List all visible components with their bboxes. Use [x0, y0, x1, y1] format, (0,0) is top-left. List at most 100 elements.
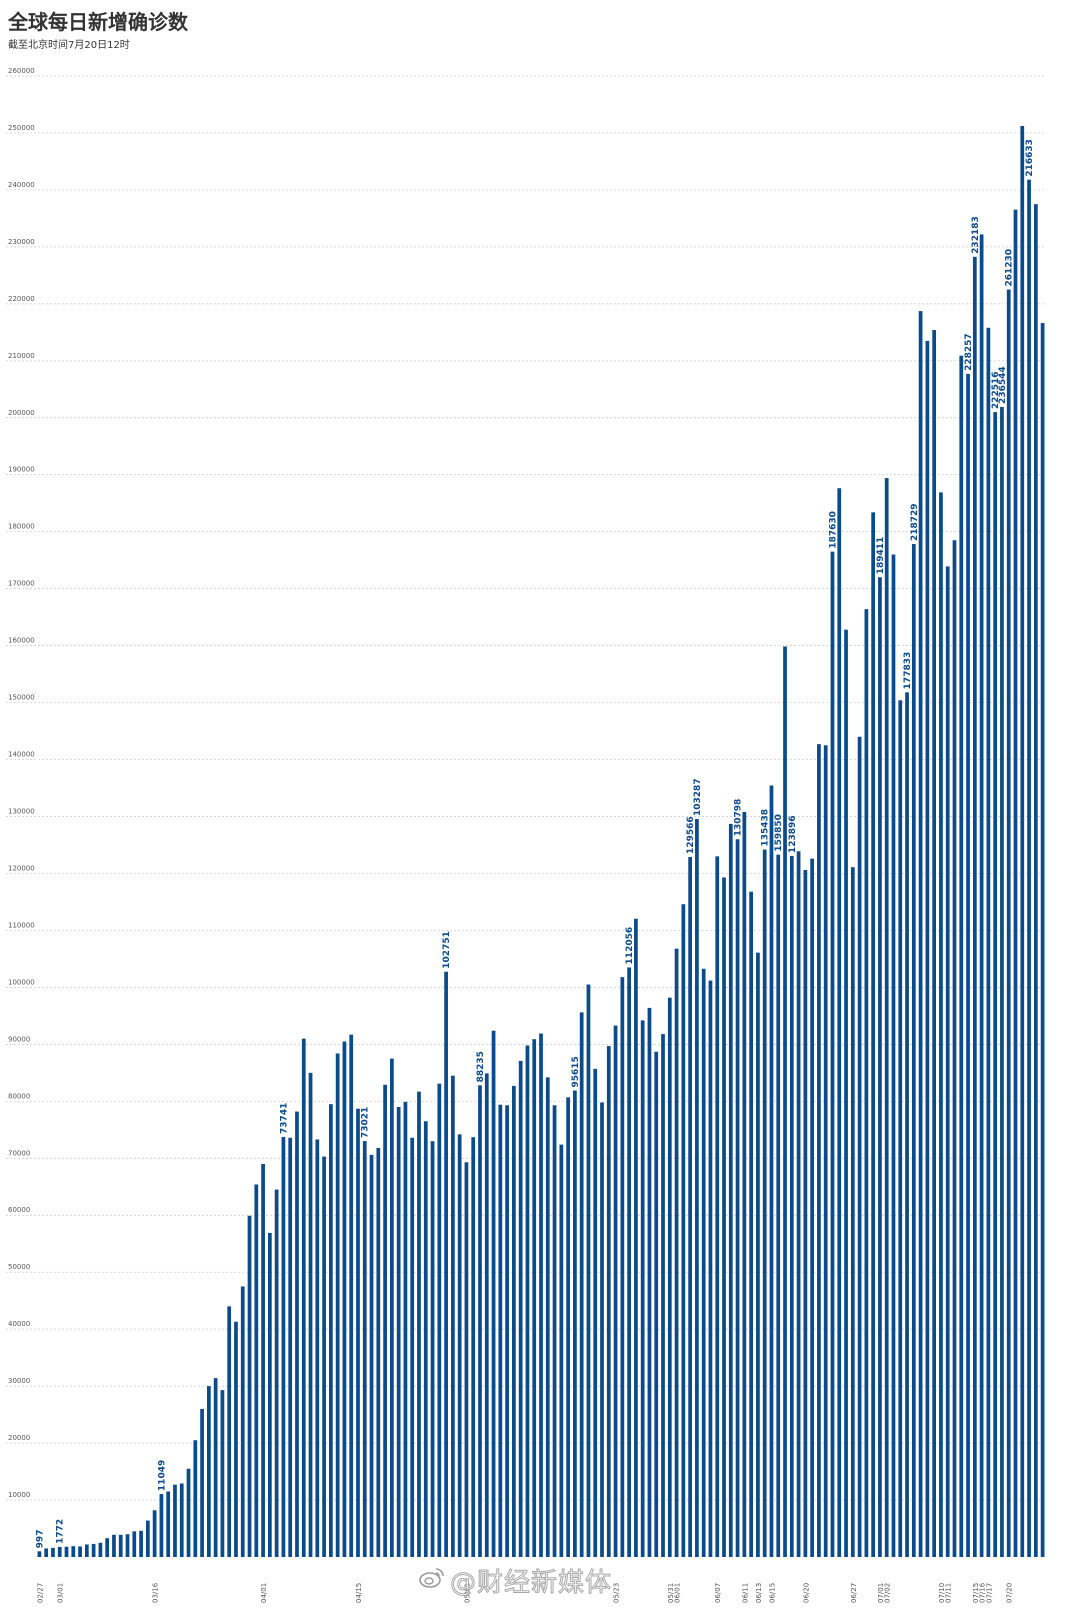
bar [613, 1025, 618, 1557]
bar [898, 700, 903, 1557]
bar [315, 1139, 320, 1557]
bar [532, 1039, 537, 1557]
x-tick-label: 03/16 [152, 1582, 160, 1603]
x-tick-label: 07/01 [877, 1583, 885, 1603]
bar [64, 1546, 69, 1557]
bar [362, 1141, 367, 1557]
bar [939, 492, 943, 1557]
bar [559, 1144, 564, 1557]
data-label: 159850 [774, 814, 784, 852]
y-tick-label: 110000 [8, 921, 35, 929]
bar [132, 1531, 137, 1557]
bar [51, 1547, 55, 1557]
bar [213, 1378, 218, 1557]
bar [972, 256, 977, 1557]
data-label: 222516 [991, 371, 1001, 409]
bar [871, 512, 876, 1557]
bar [295, 1111, 299, 1557]
y-tick-label: 40000 [8, 1320, 30, 1328]
x-tick-label: 04/01 [260, 1583, 268, 1603]
bar [159, 1494, 164, 1557]
bar [688, 856, 692, 1557]
bar [200, 1408, 204, 1557]
bar [267, 1232, 272, 1557]
bar [105, 1538, 110, 1557]
data-label: 1772 [56, 1519, 66, 1544]
bar [234, 1321, 238, 1557]
data-label: 232183 [971, 216, 981, 254]
x-tick-label: 03/01 [57, 1583, 65, 1603]
bar [647, 1007, 652, 1557]
x-tick-label: 07/20 [1006, 1583, 1014, 1603]
bar [329, 1104, 333, 1557]
y-tick-label: 190000 [8, 466, 35, 474]
y-tick-label: 160000 [8, 637, 35, 645]
bar [464, 1162, 469, 1557]
bar [661, 1034, 665, 1557]
bar [1006, 289, 1011, 1557]
bar [586, 984, 591, 1557]
bar [844, 629, 848, 1557]
y-tick-label: 20000 [8, 1434, 30, 1442]
bar [78, 1546, 82, 1557]
bar [451, 1075, 455, 1557]
bar [125, 1534, 130, 1557]
x-tick-label: 02/27 [36, 1583, 44, 1603]
bar [905, 692, 909, 1557]
data-label: 177833 [903, 652, 913, 690]
bar [166, 1491, 171, 1557]
bar [173, 1484, 177, 1557]
bar [1000, 406, 1004, 1558]
bar [98, 1542, 103, 1557]
bar [911, 544, 916, 1557]
data-label: 88235 [476, 1051, 486, 1082]
x-tick-label: 04/15 [355, 1583, 363, 1603]
x-tick-label: 07/17 [985, 1583, 993, 1603]
bar [823, 745, 828, 1557]
bar [376, 1148, 381, 1557]
bar [756, 952, 760, 1557]
watermark: @财经新媒体 [449, 1568, 613, 1599]
x-tick-label: 06/27 [850, 1583, 858, 1603]
bar [1013, 209, 1018, 1558]
x-tick-label: 06/01 [674, 1583, 682, 1603]
bar [640, 1020, 645, 1557]
bar [701, 968, 706, 1557]
bar [37, 1551, 42, 1557]
bar [396, 1107, 401, 1557]
bar [281, 1136, 286, 1557]
bar [1020, 125, 1025, 1558]
x-tick-label: 06/15 [768, 1583, 776, 1603]
chart-title: 全球每日新增确诊数 [8, 10, 188, 34]
bar [525, 1045, 530, 1557]
y-tick-label: 140000 [8, 751, 35, 759]
data-label: 11049 [157, 1460, 167, 1491]
weibo-logo-icon [419, 1568, 444, 1588]
data-label: 102751 [442, 931, 452, 969]
bar [301, 1038, 306, 1557]
data-label: 261230 [1005, 249, 1015, 287]
bar [139, 1530, 143, 1557]
bar [240, 1286, 245, 1557]
x-tick-label: 07/11 [945, 1583, 953, 1603]
y-tick-label: 120000 [8, 864, 35, 872]
bar [430, 1141, 435, 1557]
bar [274, 1189, 279, 1557]
bar [715, 856, 720, 1557]
bar [254, 1184, 259, 1557]
data-label: 218729 [910, 503, 920, 541]
bar [735, 839, 740, 1557]
bar [762, 849, 767, 1557]
y-tick-label: 10000 [8, 1491, 30, 1499]
bar [918, 311, 923, 1558]
bar [606, 1046, 611, 1557]
bar [769, 785, 774, 1557]
bar [145, 1520, 150, 1557]
bar [261, 1163, 265, 1557]
data-label: 123896 [788, 815, 798, 853]
y-tick-label: 230000 [8, 238, 35, 246]
x-tick-label: 07/16 [979, 1582, 987, 1603]
bar [749, 891, 753, 1557]
bar [966, 373, 970, 1557]
bar [681, 904, 686, 1557]
